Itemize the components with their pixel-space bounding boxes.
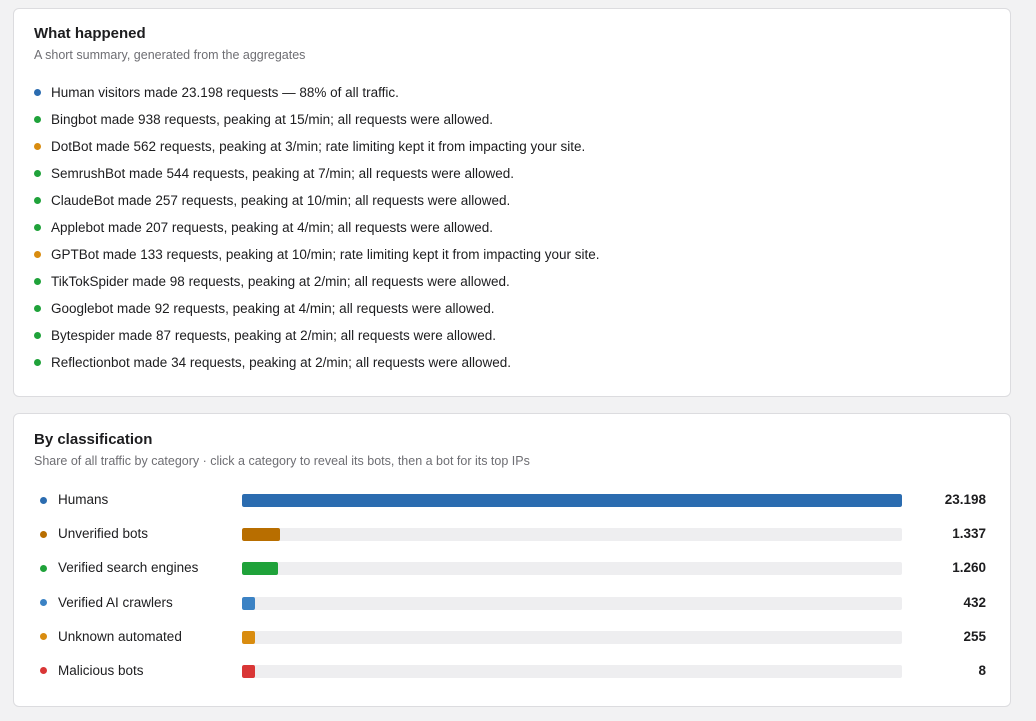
status-dot-icon	[34, 251, 41, 258]
summary-item: TikTokSpider made 98 requests, peaking a…	[34, 268, 600, 295]
status-dot-icon	[34, 332, 41, 339]
status-dot-icon	[34, 197, 41, 204]
share-bar-fill	[242, 494, 902, 507]
classification-row[interactable]: Verified AI crawlers 432	[40, 589, 986, 623]
summary-item: Bingbot made 938 requests, peaking at 15…	[34, 106, 600, 133]
classification-list: Humans 23.198 Unverified bots 1.337 Verified…	[40, 486, 986, 691]
summary-item: Applebot made 207 requests, peaking at 4…	[34, 214, 600, 241]
summary-item-text: Bytespider made 87 requests, peaking at …	[51, 328, 496, 343]
status-dot-icon	[34, 278, 41, 285]
category-count: 1.260	[952, 560, 986, 576]
summary-title: What happened	[34, 25, 146, 42]
classification-title: By classification	[34, 431, 153, 448]
summary-item: ClaudeBot made 257 requests, peaking at …	[34, 187, 600, 214]
share-bar-fill	[242, 562, 278, 576]
summary-item-text: SemrushBot made 544 requests, peaking at…	[51, 166, 515, 181]
category-count: 1.337	[952, 526, 986, 542]
category-count: 255	[963, 628, 986, 644]
summary-item: GPTBot made 133 requests, peaking at 10/…	[34, 241, 600, 268]
share-bar-track	[242, 596, 902, 610]
category-label: Verified search engines	[58, 560, 199, 576]
classification-row[interactable]: Unverified bots 1.337	[40, 520, 986, 554]
status-dot-icon	[34, 116, 41, 123]
summary-item: Bytespider made 87 requests, peaking at …	[34, 322, 600, 349]
status-dot-icon	[34, 143, 41, 150]
classification-row[interactable]: Humans 23.198	[40, 486, 986, 520]
category-dot-icon	[40, 599, 47, 607]
category-dot-icon	[40, 564, 47, 572]
category-count: 23.198	[944, 492, 986, 507]
summary-item-text: DotBot made 562 requests, peaking at 3/m…	[51, 139, 586, 154]
category-count: 8	[978, 662, 986, 678]
category-label: Malicious bots	[58, 662, 144, 678]
classification-card: By classification Share of all traffic b…	[13, 413, 1011, 707]
summary-item-text: GPTBot made 133 requests, peaking at 10/…	[51, 247, 600, 262]
summary-item-text: Reflectionbot made 34 requests, peaking …	[51, 355, 512, 370]
share-bar-fill	[242, 596, 255, 610]
classification-row[interactable]: Malicious bots 8	[40, 657, 986, 691]
category-dot-icon	[40, 633, 47, 641]
summary-item: DotBot made 562 requests, peaking at 3/m…	[34, 133, 600, 160]
category-label: Unknown automated	[58, 628, 182, 644]
summary-item-text: TikTokSpider made 98 requests, peaking a…	[51, 274, 510, 289]
category-dot-icon	[40, 496, 47, 504]
classification-row[interactable]: Verified search engines 1.260	[40, 554, 986, 588]
classification-row[interactable]: Unknown automated 255	[40, 623, 986, 657]
category-label: Humans	[58, 492, 109, 507]
status-dot-icon	[34, 170, 41, 177]
share-bar-track	[242, 630, 902, 644]
category-label: Unverified bots	[58, 526, 149, 542]
share-bar-fill	[242, 528, 281, 542]
status-dot-icon	[34, 305, 41, 312]
summary-item-text: Applebot made 207 requests, peaking at 4…	[51, 220, 494, 235]
status-dot-icon	[34, 224, 41, 231]
share-bar-fill	[242, 630, 255, 644]
summary-item: SemrushBot made 544 requests, peaking at…	[34, 160, 600, 187]
category-count: 432	[963, 594, 986, 610]
share-bar-track	[242, 664, 902, 678]
summary-item-text: Human visitors made 23.198 requests — 88…	[51, 85, 399, 100]
share-bar-track	[242, 528, 902, 542]
share-bar-fill	[242, 664, 255, 678]
summary-subtitle: A short summary, generated from the aggr…	[34, 48, 306, 62]
status-dot-icon	[34, 359, 41, 366]
status-dot-icon	[34, 89, 41, 96]
classification-subtitle: Share of all traffic by category · click…	[34, 454, 530, 468]
summary-list: Human visitors made 23.198 requests — 88…	[34, 79, 600, 376]
summary-card: What happened A short summary, generated…	[13, 8, 1011, 397]
summary-item-text: Bingbot made 938 requests, peaking at 15…	[51, 112, 494, 127]
summary-item: Reflectionbot made 34 requests, peaking …	[34, 349, 600, 376]
share-bar-track	[242, 494, 902, 507]
summary-item-text: ClaudeBot made 257 requests, peaking at …	[51, 193, 511, 208]
summary-item: Googlebot made 92 requests, peaking at 4…	[34, 295, 600, 322]
category-label: Verified AI crawlers	[58, 594, 173, 610]
category-dot-icon	[40, 530, 47, 538]
summary-item: Human visitors made 23.198 requests — 88…	[34, 79, 600, 106]
category-dot-icon	[40, 667, 47, 675]
summary-item-text: Googlebot made 92 requests, peaking at 4…	[51, 301, 495, 316]
share-bar-track	[242, 562, 902, 576]
